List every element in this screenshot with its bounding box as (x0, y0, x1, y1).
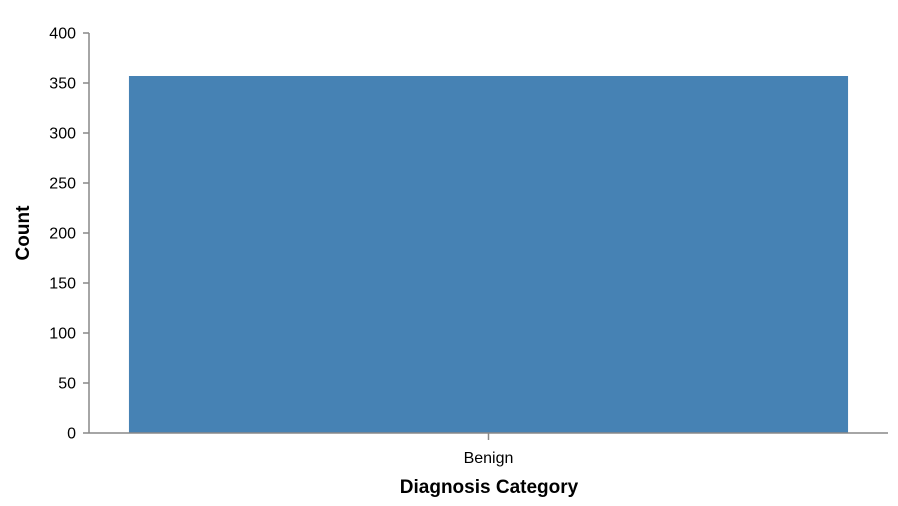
y-tick-label-50: 50 (58, 376, 76, 393)
y-tick-label-250: 250 (49, 176, 76, 193)
y-tick-label-300: 300 (49, 126, 76, 143)
y-tick-label-400: 400 (49, 26, 76, 43)
x-axis: Benign (89, 432, 888, 467)
y-tick-label-0: 0 (67, 426, 76, 443)
x-tick-label-benign: Benign (464, 450, 514, 467)
y-axis: 0 50 100 150 200 250 300 350 400 (49, 26, 90, 443)
x-axis-title: Diagnosis Category (400, 477, 579, 498)
bars-group (128, 76, 849, 433)
y-tick-label-100: 100 (49, 326, 76, 343)
y-tick-label-150: 150 (49, 276, 76, 293)
y-axis-title: Count (13, 205, 34, 261)
bar-benign (128, 76, 849, 433)
y-tick-label-350: 350 (49, 76, 76, 93)
y-tick-label-200: 200 (49, 226, 76, 243)
